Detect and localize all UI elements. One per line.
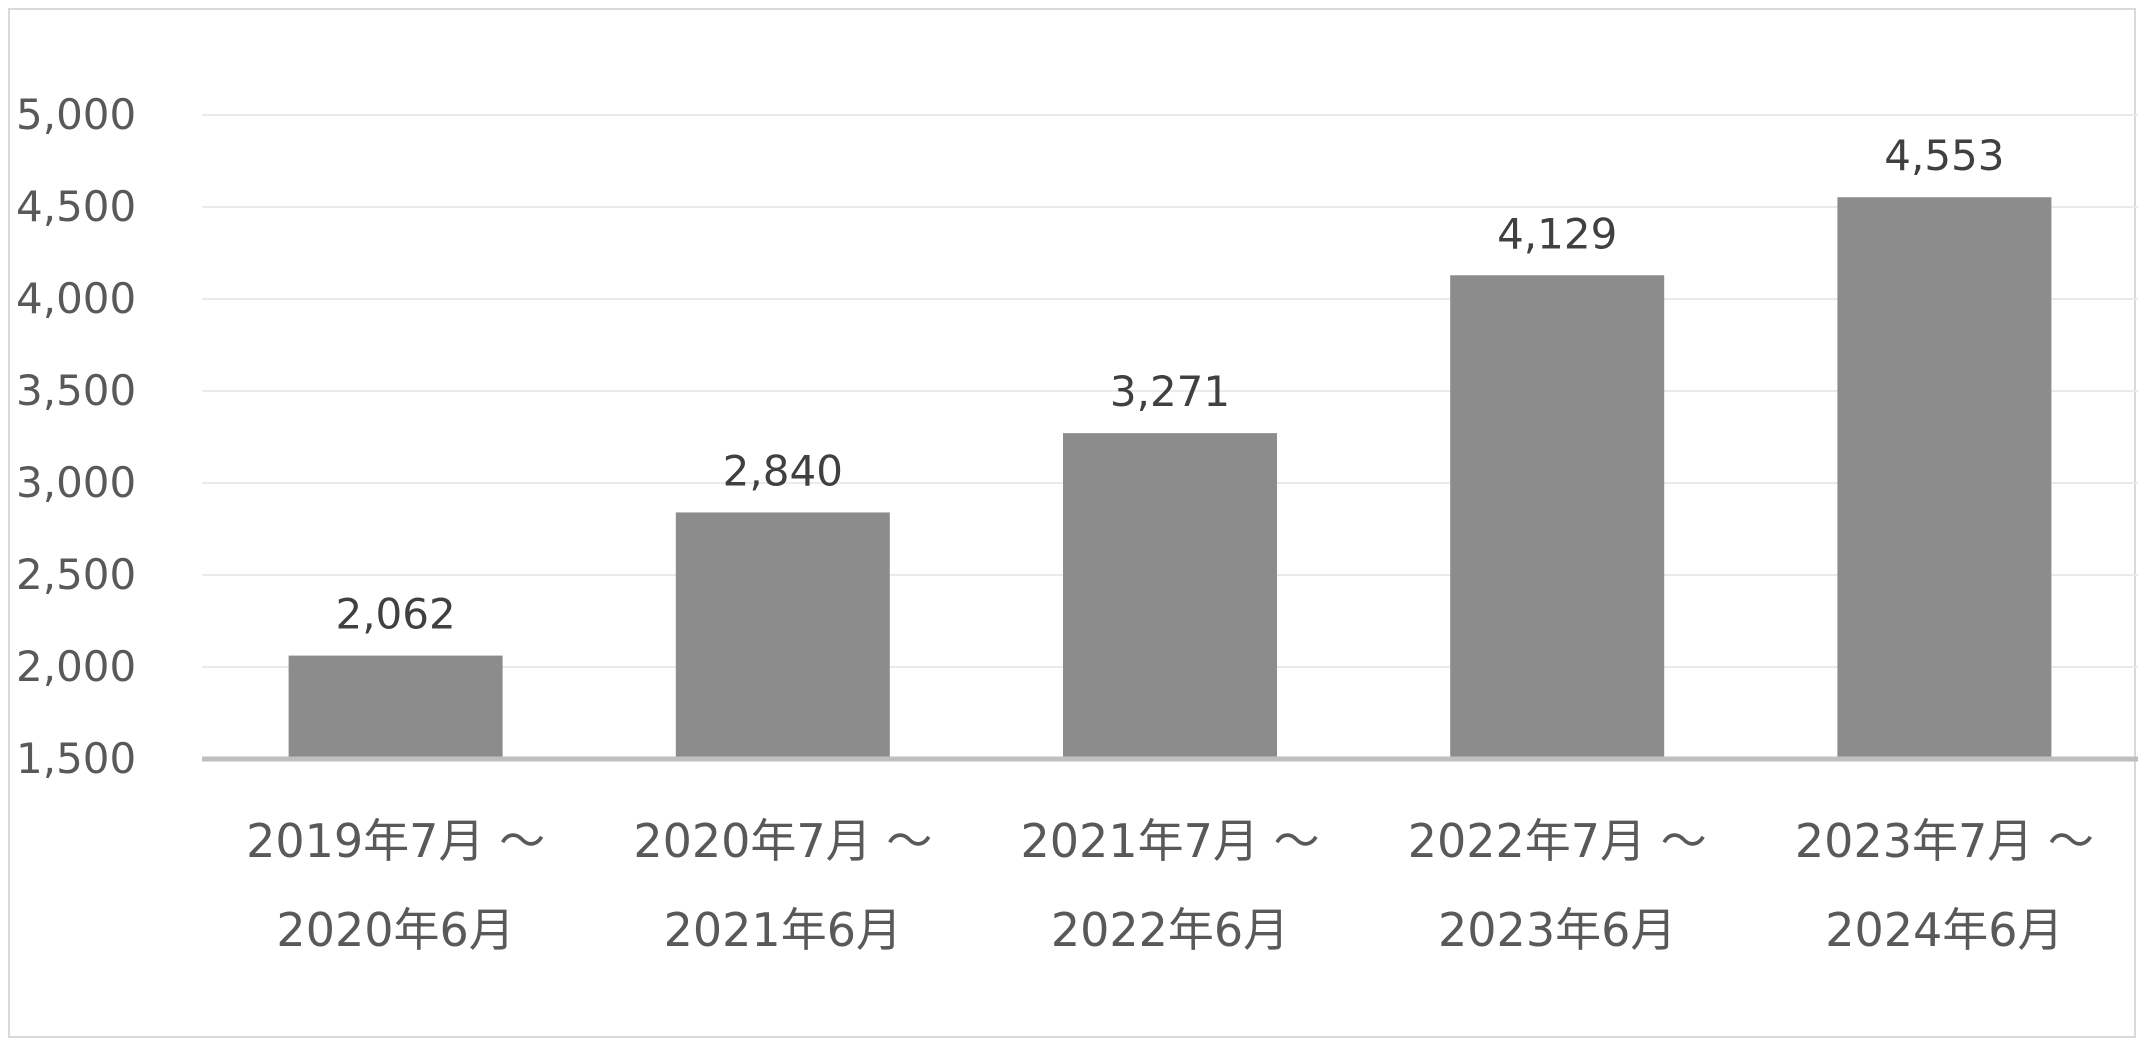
data-label: 2,062 xyxy=(335,590,455,639)
y-tick-label: 3,500 xyxy=(16,366,136,415)
bar xyxy=(288,655,503,759)
data-label: 4,129 xyxy=(1497,209,1617,258)
bar xyxy=(1837,197,2052,760)
gridlines xyxy=(202,114,2138,668)
y-axis-tick-labels: 1,500 2,000 2,500 3,000 3,500 4,000 4,500 5,000 xyxy=(16,90,136,783)
data-labels: 2,062 2,840 3,271 4,129 4,553 xyxy=(335,131,2004,638)
y-tick-label: 3,000 xyxy=(16,458,136,507)
data-label: 2,840 xyxy=(723,446,843,495)
y-tick-label: 4,500 xyxy=(16,182,136,231)
x-tick-label: 2023年6月 xyxy=(1438,903,1676,957)
bar xyxy=(1450,275,1665,759)
bars xyxy=(288,197,2052,760)
bar xyxy=(1063,433,1277,759)
y-tick-label: 2,000 xyxy=(16,642,136,691)
x-tick-label: 2021年6月 xyxy=(664,903,902,957)
x-tick-label: 2022年6月 xyxy=(1051,903,1289,957)
y-tick-label: 4,000 xyxy=(16,274,136,323)
x-tick-label: 2023年7月 ～ xyxy=(1795,814,2094,868)
y-tick-label: 2,500 xyxy=(16,550,136,599)
bar xyxy=(675,512,890,759)
y-tick-label: 1,500 xyxy=(16,734,136,783)
x-tick-label: 2020年6月 xyxy=(276,903,514,957)
data-label: 3,271 xyxy=(1110,367,1230,416)
x-tick-label: 2024年6月 xyxy=(1825,903,2063,957)
x-tick-label: 2020年7月 ～ xyxy=(633,814,932,868)
x-tick-label: 2019年7月 ～ xyxy=(246,814,545,868)
y-tick-label: 5,000 xyxy=(16,90,136,139)
x-axis-tick-labels: 2019年7月 ～ 2020年6月 2020年7月 ～ 2021年6月 2021年7月 … xyxy=(246,814,2094,957)
x-tick-label: 2021年7月 ～ xyxy=(1021,814,1320,868)
data-label: 4,553 xyxy=(1884,131,2004,180)
x-tick-label: 2022年7月 ～ xyxy=(1408,814,1707,868)
